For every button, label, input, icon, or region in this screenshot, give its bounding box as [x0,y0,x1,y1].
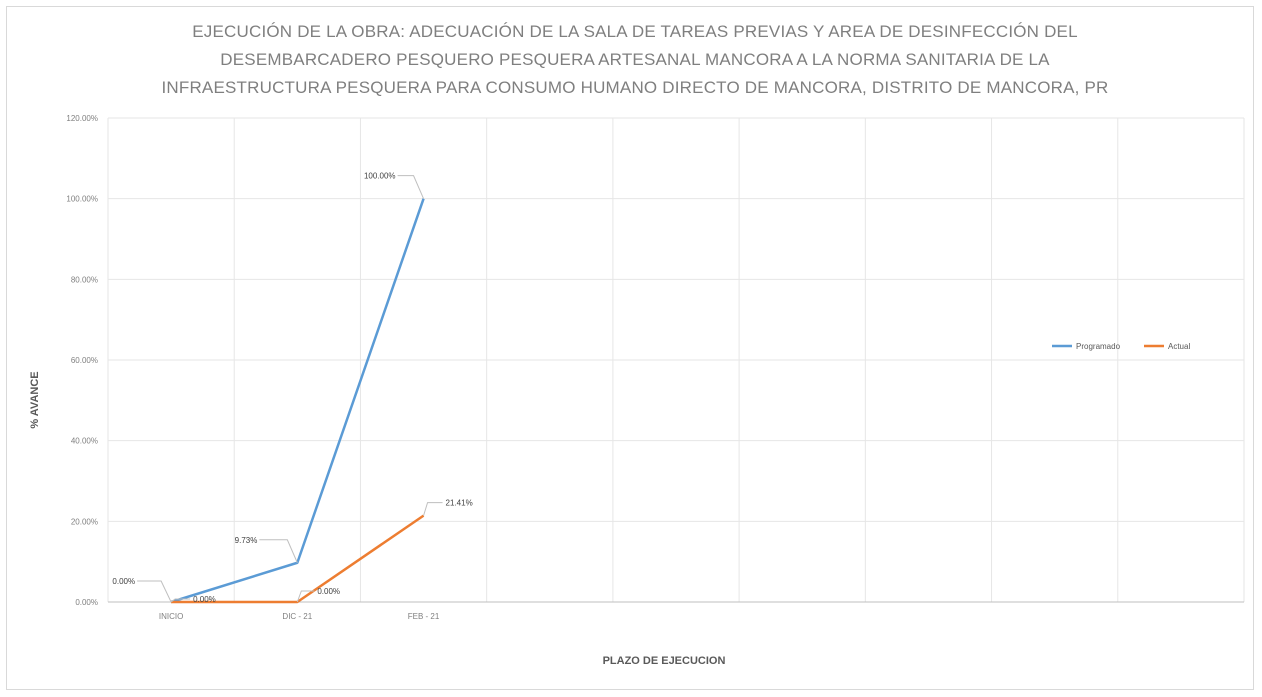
y-axis-title: % AVANCE [29,371,41,428]
x-axis-ticks: INICIO DIC - 21 FEB - 21 [159,612,440,621]
x-tick-label: DIC - 21 [282,612,312,621]
y-tick-label: 60.00% [71,356,98,365]
data-label-actual: 0.00% [317,587,340,596]
leader-line [137,580,172,603]
leader-line [397,175,425,199]
chart-area [6,6,1254,690]
leader-line [423,502,443,516]
leader-line [296,590,315,603]
y-tick-label: 20.00% [71,517,98,526]
data-label-actual: 0.00% [193,595,216,604]
legend-label-programado: Programado [1076,342,1121,351]
chart-title-line-2: DESEMBARCADERO PESQUERO PESQUERA ARTESAN… [220,50,1050,69]
legend: Programado Actual [1052,342,1190,351]
y-tick-label: 100.00% [66,195,98,204]
y-axis-ticks: 0.00% 20.00% 40.00% 60.00% 80.00% 100.00% 120.… [66,114,98,607]
data-label-actual: 21.41% [446,499,473,508]
data-label-programado: 100.00% [364,172,396,181]
x-axis-title: PLAZO DE EJECUCION [603,655,726,667]
legend-label-actual: Actual [1168,342,1190,351]
leader-line [170,598,191,603]
leader-line [259,539,298,563]
chart-title-line-3: INFRAESTRUCTURA PESQUERA PARA CONSUMO HU… [161,78,1109,97]
gridlines [107,117,1245,603]
y-tick-label: 0.00% [75,598,98,607]
y-tick-label: 80.00% [71,275,98,284]
x-tick-label: INICIO [159,612,183,621]
data-label-programado: 0.00% [112,577,135,586]
series-lines [170,198,425,604]
data-label-programado: 9.73% [235,536,258,545]
data-labels: 0.00% 9.73% 100.00% 0.00% 0.00% 21.41% [112,172,472,604]
y-tick-label: 120.00% [66,114,98,123]
chart-title: EJECUCIÓN DE LA OBRA: ADECUACIÓN DE LA S… [120,18,1150,102]
y-tick-label: 40.00% [71,437,98,446]
chart-title-line-1: EJECUCIÓN DE LA OBRA: ADECUACIÓN DE LA S… [192,22,1078,41]
x-tick-label: FEB - 21 [408,612,440,621]
